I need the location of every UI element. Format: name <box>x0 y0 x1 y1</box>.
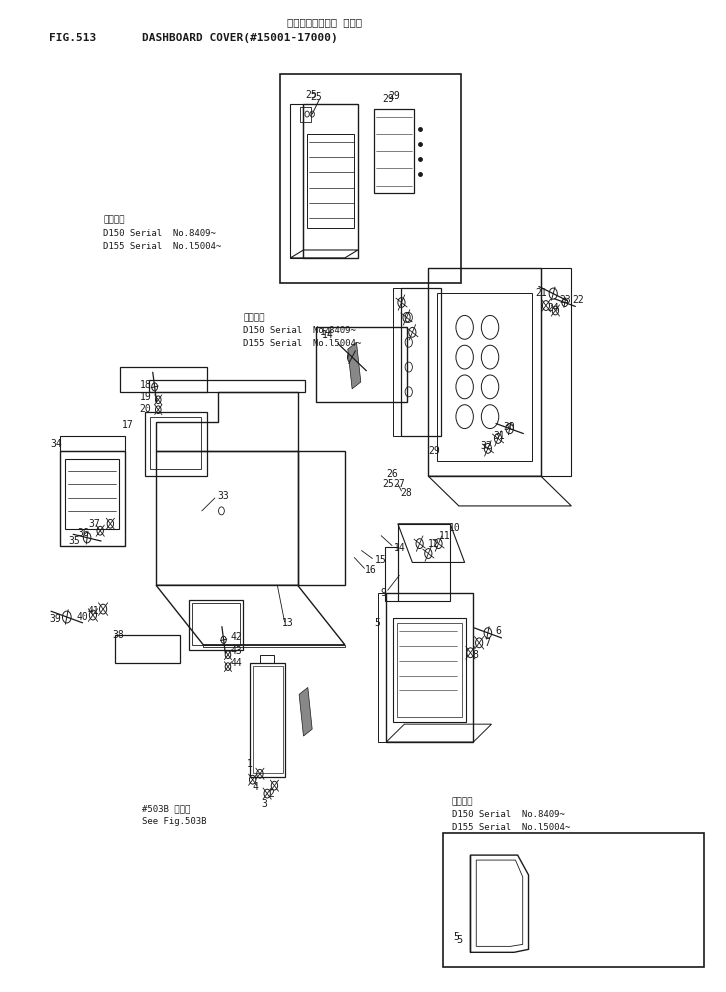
Text: 14: 14 <box>319 327 331 337</box>
Text: ダッシュボード・ カバー: ダッシュボード・ カバー <box>287 17 362 27</box>
Text: 39: 39 <box>49 614 61 624</box>
Text: DASHBOARD COVER(#15001-17000): DASHBOARD COVER(#15001-17000) <box>142 33 338 43</box>
Bar <box>303 104 358 258</box>
Polygon shape <box>299 687 312 736</box>
Bar <box>386 593 473 742</box>
Bar <box>393 618 466 722</box>
Bar <box>145 412 207 476</box>
Text: 36: 36 <box>78 528 89 538</box>
Text: 9: 9 <box>380 588 386 598</box>
Bar <box>397 623 462 717</box>
Text: 32: 32 <box>481 441 492 451</box>
Text: 19: 19 <box>139 392 151 402</box>
Text: 8: 8 <box>472 650 478 660</box>
Text: 18: 18 <box>139 380 151 390</box>
Text: 26: 26 <box>386 469 398 479</box>
Bar <box>253 666 283 773</box>
Bar <box>428 268 541 476</box>
Text: 23: 23 <box>559 295 571 305</box>
Polygon shape <box>348 342 361 389</box>
Text: 25: 25 <box>305 90 317 100</box>
Bar <box>65 459 119 529</box>
Text: D150 Serial  No.8409~: D150 Serial No.8409~ <box>103 228 216 238</box>
Bar <box>280 74 461 283</box>
Text: 13: 13 <box>282 618 293 628</box>
Text: 38: 38 <box>113 630 124 640</box>
Text: 7: 7 <box>484 638 490 648</box>
Bar <box>401 288 441 436</box>
Text: 40: 40 <box>77 612 89 622</box>
Text: 30: 30 <box>503 422 515 432</box>
Text: 29: 29 <box>383 94 394 104</box>
Bar <box>60 451 125 546</box>
Text: D155 Serial  No.l5004~: D155 Serial No.l5004~ <box>452 822 570 832</box>
Text: 5: 5 <box>454 932 460 942</box>
Text: 5: 5 <box>456 935 462 945</box>
Text: 37: 37 <box>89 519 100 529</box>
Bar <box>250 663 285 777</box>
Text: 25: 25 <box>382 479 393 489</box>
Text: 11: 11 <box>439 531 450 541</box>
Text: 33: 33 <box>218 491 229 501</box>
Text: 29: 29 <box>388 91 400 101</box>
Text: 14: 14 <box>322 330 333 340</box>
Text: 10: 10 <box>449 523 460 533</box>
Text: 2: 2 <box>269 789 274 799</box>
Text: 3: 3 <box>261 799 267 808</box>
Text: 21: 21 <box>536 288 547 298</box>
Bar <box>307 134 354 228</box>
Bar <box>156 451 298 585</box>
Text: 12: 12 <box>428 539 440 549</box>
Text: #503B 関参照: #503B 関参照 <box>142 804 191 813</box>
Bar <box>115 635 180 663</box>
Bar <box>150 417 201 469</box>
Text: 1: 1 <box>247 759 253 769</box>
Text: 6: 6 <box>495 626 501 636</box>
Text: 31: 31 <box>494 432 505 441</box>
Text: 43: 43 <box>231 646 242 656</box>
Text: D150 Serial  No.8409~: D150 Serial No.8409~ <box>243 325 356 335</box>
Text: 25: 25 <box>311 92 322 102</box>
Text: 28: 28 <box>401 488 412 498</box>
Text: 適用番号: 適用番号 <box>452 797 473 806</box>
Text: 41: 41 <box>87 606 99 616</box>
Bar <box>189 600 243 650</box>
Text: 20: 20 <box>139 404 151 414</box>
Text: 14: 14 <box>394 543 406 553</box>
Text: 34: 34 <box>51 439 62 449</box>
Text: 27: 27 <box>393 479 405 489</box>
Text: 44: 44 <box>231 658 242 668</box>
Text: D150 Serial  No.8409~: D150 Serial No.8409~ <box>452 809 564 819</box>
Text: D155 Serial  No.l5004~: D155 Serial No.l5004~ <box>243 338 362 348</box>
Bar <box>192 603 240 645</box>
Text: See Fig.503B: See Fig.503B <box>142 816 207 826</box>
Text: D155 Serial  No.l5004~: D155 Serial No.l5004~ <box>103 241 221 251</box>
Text: 22: 22 <box>572 295 584 305</box>
Text: 適用番号: 適用番号 <box>243 312 265 322</box>
Text: 42: 42 <box>231 632 242 642</box>
Text: 16: 16 <box>364 565 376 575</box>
Text: FIG.513: FIG.513 <box>49 33 97 43</box>
Text: 4: 4 <box>253 782 258 792</box>
Text: 35: 35 <box>68 536 80 546</box>
Text: 24: 24 <box>547 303 559 312</box>
Text: 29: 29 <box>428 446 440 456</box>
Text: 15: 15 <box>375 556 386 565</box>
Bar <box>374 109 414 193</box>
Bar <box>316 327 407 402</box>
Bar <box>443 833 704 967</box>
Bar <box>437 293 532 461</box>
Text: 5: 5 <box>375 618 380 628</box>
Text: 17: 17 <box>122 420 134 430</box>
Text: 適用番号: 適用番号 <box>103 215 125 225</box>
